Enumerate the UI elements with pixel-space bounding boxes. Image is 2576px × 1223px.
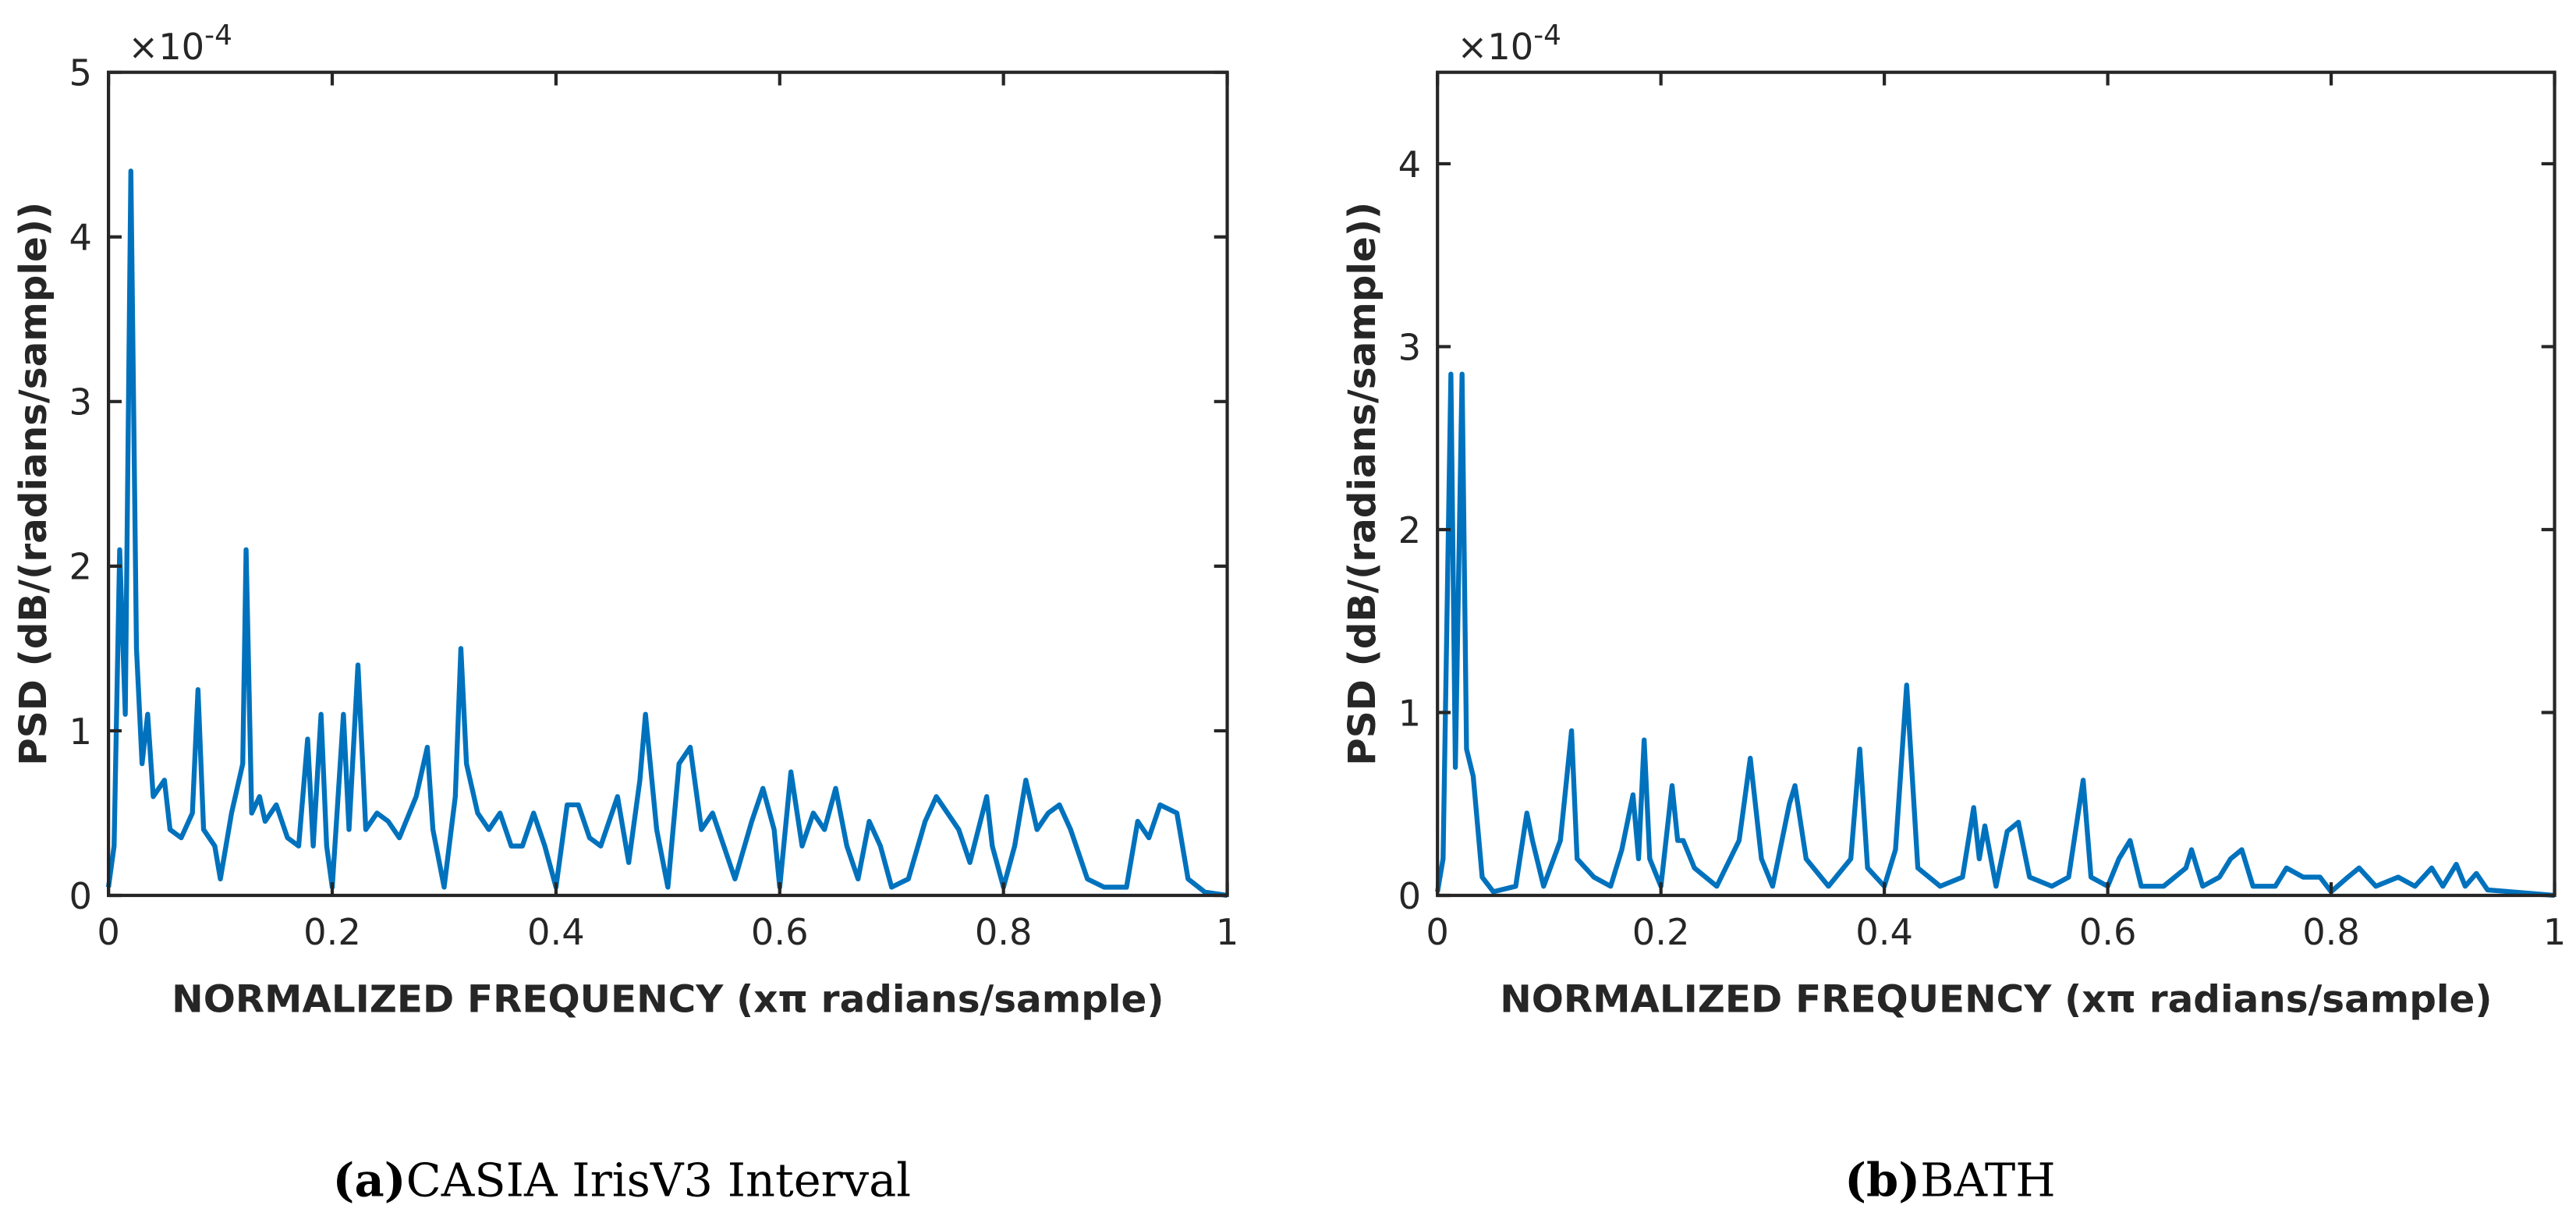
multiplier-base: ×10 bbox=[128, 26, 204, 68]
y-axis-label: PSD (dB/(radians/sample)) bbox=[12, 202, 55, 766]
caption-text: CASIA IrisV3 Interval bbox=[406, 1153, 912, 1207]
caption-label: (a) bbox=[333, 1153, 406, 1207]
x-tick-label: 1 bbox=[1216, 911, 1238, 953]
x-tick-label: 0.2 bbox=[1632, 911, 1690, 953]
x-tick-label: 0.8 bbox=[2302, 911, 2360, 953]
multiplier-exponent: -4 bbox=[1533, 19, 1561, 51]
plot-area bbox=[108, 72, 1228, 895]
multiplier-exponent: -4 bbox=[204, 19, 232, 51]
axes-box bbox=[107, 70, 1229, 898]
x-tick-label: 0.6 bbox=[751, 911, 809, 953]
axis-multiplier: ×10-4 bbox=[1457, 19, 1561, 68]
x-tick-label: 0.6 bbox=[2079, 911, 2137, 953]
caption-label: (b) bbox=[1844, 1153, 1920, 1207]
y-tick-label: 1 bbox=[69, 711, 92, 753]
caption-text: BATH bbox=[1920, 1153, 2055, 1207]
data-line bbox=[105, 168, 1228, 899]
y-tick-label: 3 bbox=[69, 381, 92, 424]
y-tick-label: 1 bbox=[1398, 692, 1421, 734]
plot-area bbox=[1437, 72, 2555, 895]
y-tick-label: 2 bbox=[1398, 509, 1421, 551]
x-tick-label: 0.4 bbox=[527, 911, 585, 953]
y-tick-label: 4 bbox=[69, 217, 92, 259]
multiplier-base: ×10 bbox=[1457, 26, 1533, 68]
data-line bbox=[1435, 371, 2555, 899]
x-axis-label: NORMALIZED FREQUENCY (xπ radians/sample) bbox=[1500, 978, 2492, 1022]
axes-box bbox=[1436, 70, 2557, 898]
y-tick-label: 5 bbox=[69, 52, 92, 94]
x-tick-label: 0.4 bbox=[1855, 911, 1913, 953]
y-axis-label: PSD (dB/(radians/sample)) bbox=[1341, 202, 1384, 766]
x-axis-label: NORMALIZED FREQUENCY (xπ radians/sample) bbox=[172, 978, 1164, 1022]
x-tick-label: 0.8 bbox=[975, 911, 1033, 953]
y-tick-label: 3 bbox=[1398, 326, 1421, 368]
x-tick-label: 0 bbox=[1426, 911, 1448, 953]
y-tick-label: 0 bbox=[1398, 875, 1421, 917]
x-tick-label: 1 bbox=[2543, 911, 2566, 953]
chart-panel: 0 1 2 3 4 5 0 0.2 0.4 0.6 0.8 1 ×10-4 NORMALIZED FREQ… bbox=[12, 19, 1238, 1207]
caption: (b)BATH bbox=[1844, 1153, 2056, 1207]
axis-multiplier: ×10-4 bbox=[128, 19, 232, 68]
y-tick-label: 0 bbox=[69, 875, 92, 917]
chart-panel: 0 1 2 3 4 0 0.2 0.4 0.6 0.8 1 ×10-4 NORMALIZED FREQU… bbox=[1341, 19, 2566, 1207]
x-tick-label: 0.2 bbox=[303, 911, 361, 953]
caption: (a)CASIA IrisV3 Interval bbox=[333, 1153, 912, 1207]
y-tick-label: 4 bbox=[1398, 144, 1421, 186]
x-tick-label: 0 bbox=[97, 911, 119, 953]
y-tick-label: 2 bbox=[69, 546, 92, 588]
